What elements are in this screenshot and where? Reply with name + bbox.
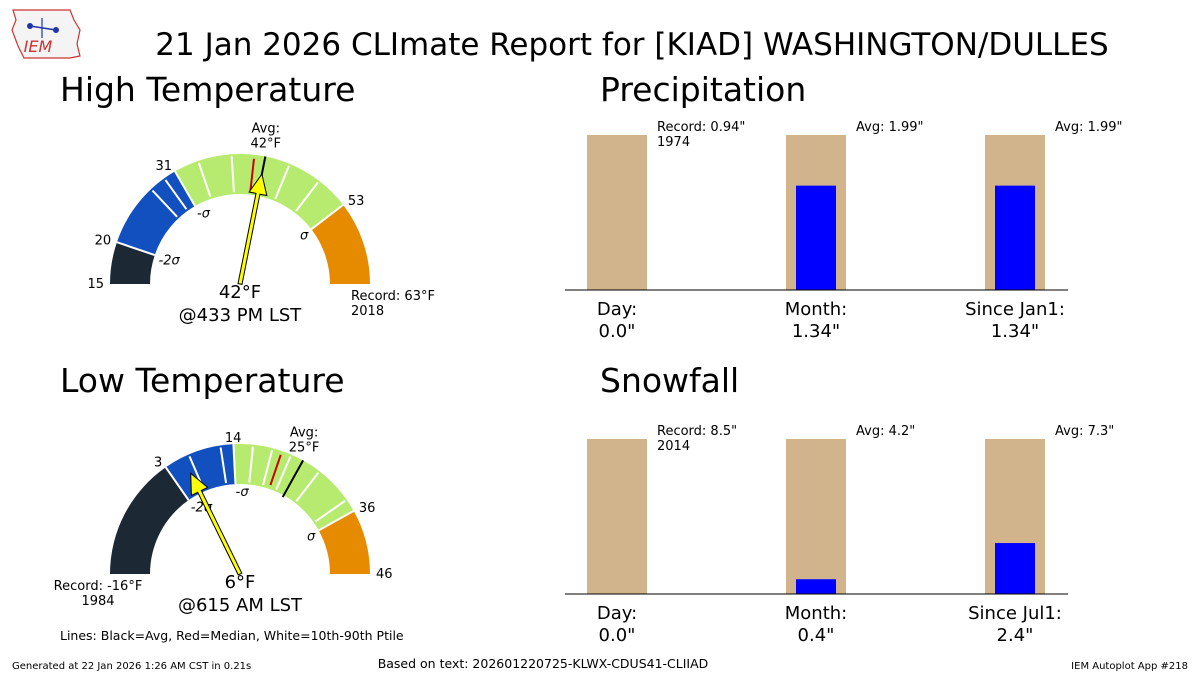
- avg-label: Avg: 25°F: [289, 426, 320, 456]
- gauge-band-dark: [110, 467, 189, 574]
- footer-app: IEM Autoplot App #218: [1071, 661, 1188, 672]
- gauge-tick-label: 31: [155, 159, 172, 174]
- bar-chart-title: Precipitation: [600, 70, 806, 109]
- legend-note: Lines: Black=Avg, Red=Median, White=10th…: [60, 628, 404, 643]
- background-bar: [587, 439, 647, 594]
- bar-annotation: Record: 8.5" 2014: [657, 424, 737, 454]
- percentile-line: [248, 446, 254, 483]
- band-separator: [310, 204, 344, 231]
- percentile-line: [314, 500, 346, 523]
- high-temperature-gauge: High Temperature Avg: 42°F 15 20 31 53 -2σ -σ σ Re…: [60, 70, 435, 326]
- gauge-tick-label: 46: [376, 567, 393, 582]
- observed-bar: [995, 185, 1035, 290]
- sigma-label: σ: [307, 529, 316, 544]
- gauge-title: Low Temperature: [60, 361, 345, 400]
- percentile-line: [274, 165, 290, 200]
- sigma-label: -2σ: [159, 253, 181, 268]
- record-label: Record: 63°F 2018: [351, 289, 435, 319]
- gauge-time: @615 AM LST: [178, 595, 303, 616]
- bar-annotation: Avg: 1.99": [856, 120, 924, 135]
- percentile-line: [295, 472, 320, 502]
- gauge-time: @433 PM LST: [179, 305, 303, 326]
- observed-bar: [796, 579, 836, 594]
- precipitation-chart: Precipitation Record: 0.94" 1974 Day: 0.0" Av…: [565, 70, 1123, 342]
- category-label: Month: 0.4": [785, 603, 847, 646]
- percentile-line: [219, 447, 228, 484]
- band-separator: [318, 510, 355, 532]
- observed-bar: [995, 543, 1035, 594]
- category-label: Day: 0.0": [597, 603, 637, 646]
- bar-annotation: Avg: 4.2": [856, 424, 915, 439]
- median-line: [269, 454, 282, 486]
- band-separator: [164, 466, 190, 501]
- footer-based-on: Based on text: 202601220725-KLWX-CDUS41-…: [378, 656, 709, 671]
- observed-bar: [796, 185, 836, 290]
- percentile-line: [275, 455, 292, 490]
- band-separator: [232, 444, 237, 485]
- percentile-line: [197, 162, 212, 198]
- gauge-value: 42°F: [219, 282, 261, 303]
- median-line: [249, 158, 255, 191]
- logo-text: IEM: [24, 37, 53, 56]
- percentile-line: [151, 189, 178, 218]
- background-bar: [786, 439, 846, 594]
- band-separator: [174, 170, 196, 207]
- avg-label: Avg: 42°F: [250, 122, 281, 152]
- category-label: Month: 1.34": [785, 299, 847, 342]
- gauge-tick-label: 36: [359, 501, 376, 516]
- gauge-needle: [237, 173, 268, 285]
- background-bar: [587, 135, 647, 290]
- sigma-label: -σ: [236, 485, 250, 500]
- gauge-band-green: [233, 444, 354, 531]
- bar-annotation: Avg: 1.99": [1055, 120, 1123, 135]
- gauge-band-dark: [110, 242, 155, 284]
- percentile-line: [262, 449, 274, 486]
- gauge-tick-label: 14: [225, 431, 242, 446]
- bar-chart-title: Snowfall: [600, 361, 739, 400]
- average-line: [281, 459, 304, 498]
- percentile-line: [230, 156, 235, 193]
- gauge-band-orange: [318, 510, 370, 574]
- iem-logo: IEM: [11, 9, 81, 59]
- gauge-band-blue: [165, 444, 236, 501]
- percentile-line: [295, 181, 319, 212]
- bar-annotation: Avg: 7.3": [1055, 424, 1114, 439]
- snowfall-chart: Snowfall Record: 8.5" 2014 Day: 0.0" Avg: 4.2…: [565, 361, 1114, 646]
- footer-generated: Generated at 22 Jan 2026 1:26 AM CST in …: [12, 661, 251, 672]
- sigma-label: σ: [300, 229, 309, 244]
- sigma-label: -σ: [197, 207, 211, 222]
- bar-annotation: Record: 0.94" 1974: [657, 120, 745, 150]
- gauge-tick-label: 3: [154, 455, 162, 470]
- category-label: Day: 0.0": [597, 299, 637, 342]
- band-separator: [116, 241, 156, 257]
- category-label: Since Jan1: 1.34": [965, 299, 1065, 342]
- category-label: Since Jul1: 2.4": [968, 603, 1062, 646]
- gauge-tick-label: 20: [95, 233, 112, 248]
- page-title: 21 Jan 2026 CLImate Report for [KIAD] WA…: [155, 27, 1108, 63]
- gauge-band-orange: [311, 204, 370, 284]
- gauge-tick-label: 15: [87, 277, 104, 292]
- gauge-tick-label: 53: [348, 194, 365, 209]
- gauge-needle: [190, 472, 243, 576]
- percentile-line: [164, 179, 188, 210]
- gauge-value: 6°F: [225, 572, 256, 593]
- gauge-title: High Temperature: [60, 70, 355, 109]
- record-label: Record: -16°F 1984: [54, 579, 143, 609]
